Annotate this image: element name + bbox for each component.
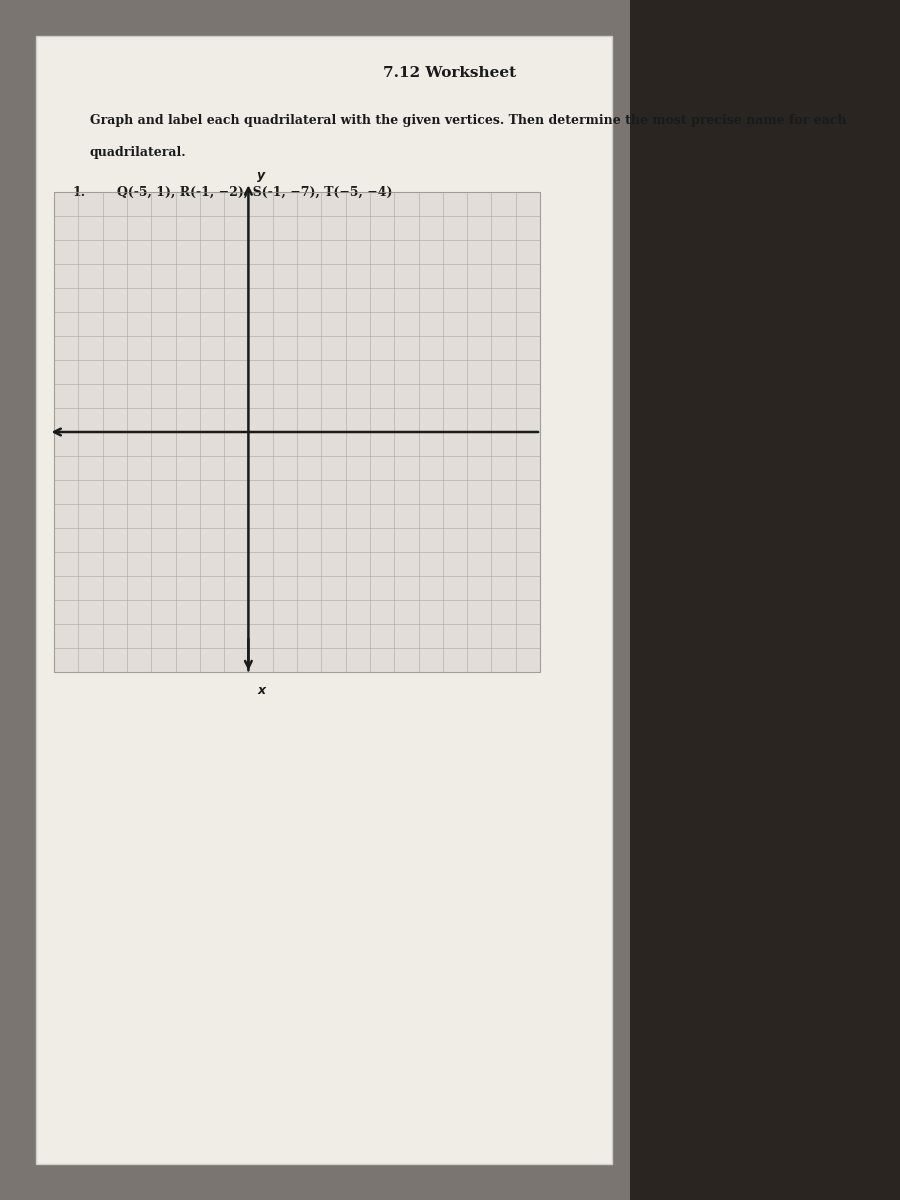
Text: Graph and label each quadrilateral with the given vertices. Then determine the m: Graph and label each quadrilateral with … bbox=[90, 114, 847, 127]
Bar bbox=[54, 192, 540, 672]
Text: quadrilateral.: quadrilateral. bbox=[90, 146, 186, 160]
Text: 7.12 Worksheet: 7.12 Worksheet bbox=[383, 66, 517, 80]
Bar bbox=[0, 0, 630, 1200]
FancyBboxPatch shape bbox=[36, 36, 612, 1164]
Text: 1.: 1. bbox=[72, 186, 86, 199]
Text: Q(-5, 1), R(-1, −2), S(-1, −7), T(−5, −4): Q(-5, 1), R(-1, −2), S(-1, −7), T(−5, −4… bbox=[117, 186, 392, 199]
Text: y: y bbox=[257, 169, 266, 182]
Text: x: x bbox=[257, 684, 266, 697]
